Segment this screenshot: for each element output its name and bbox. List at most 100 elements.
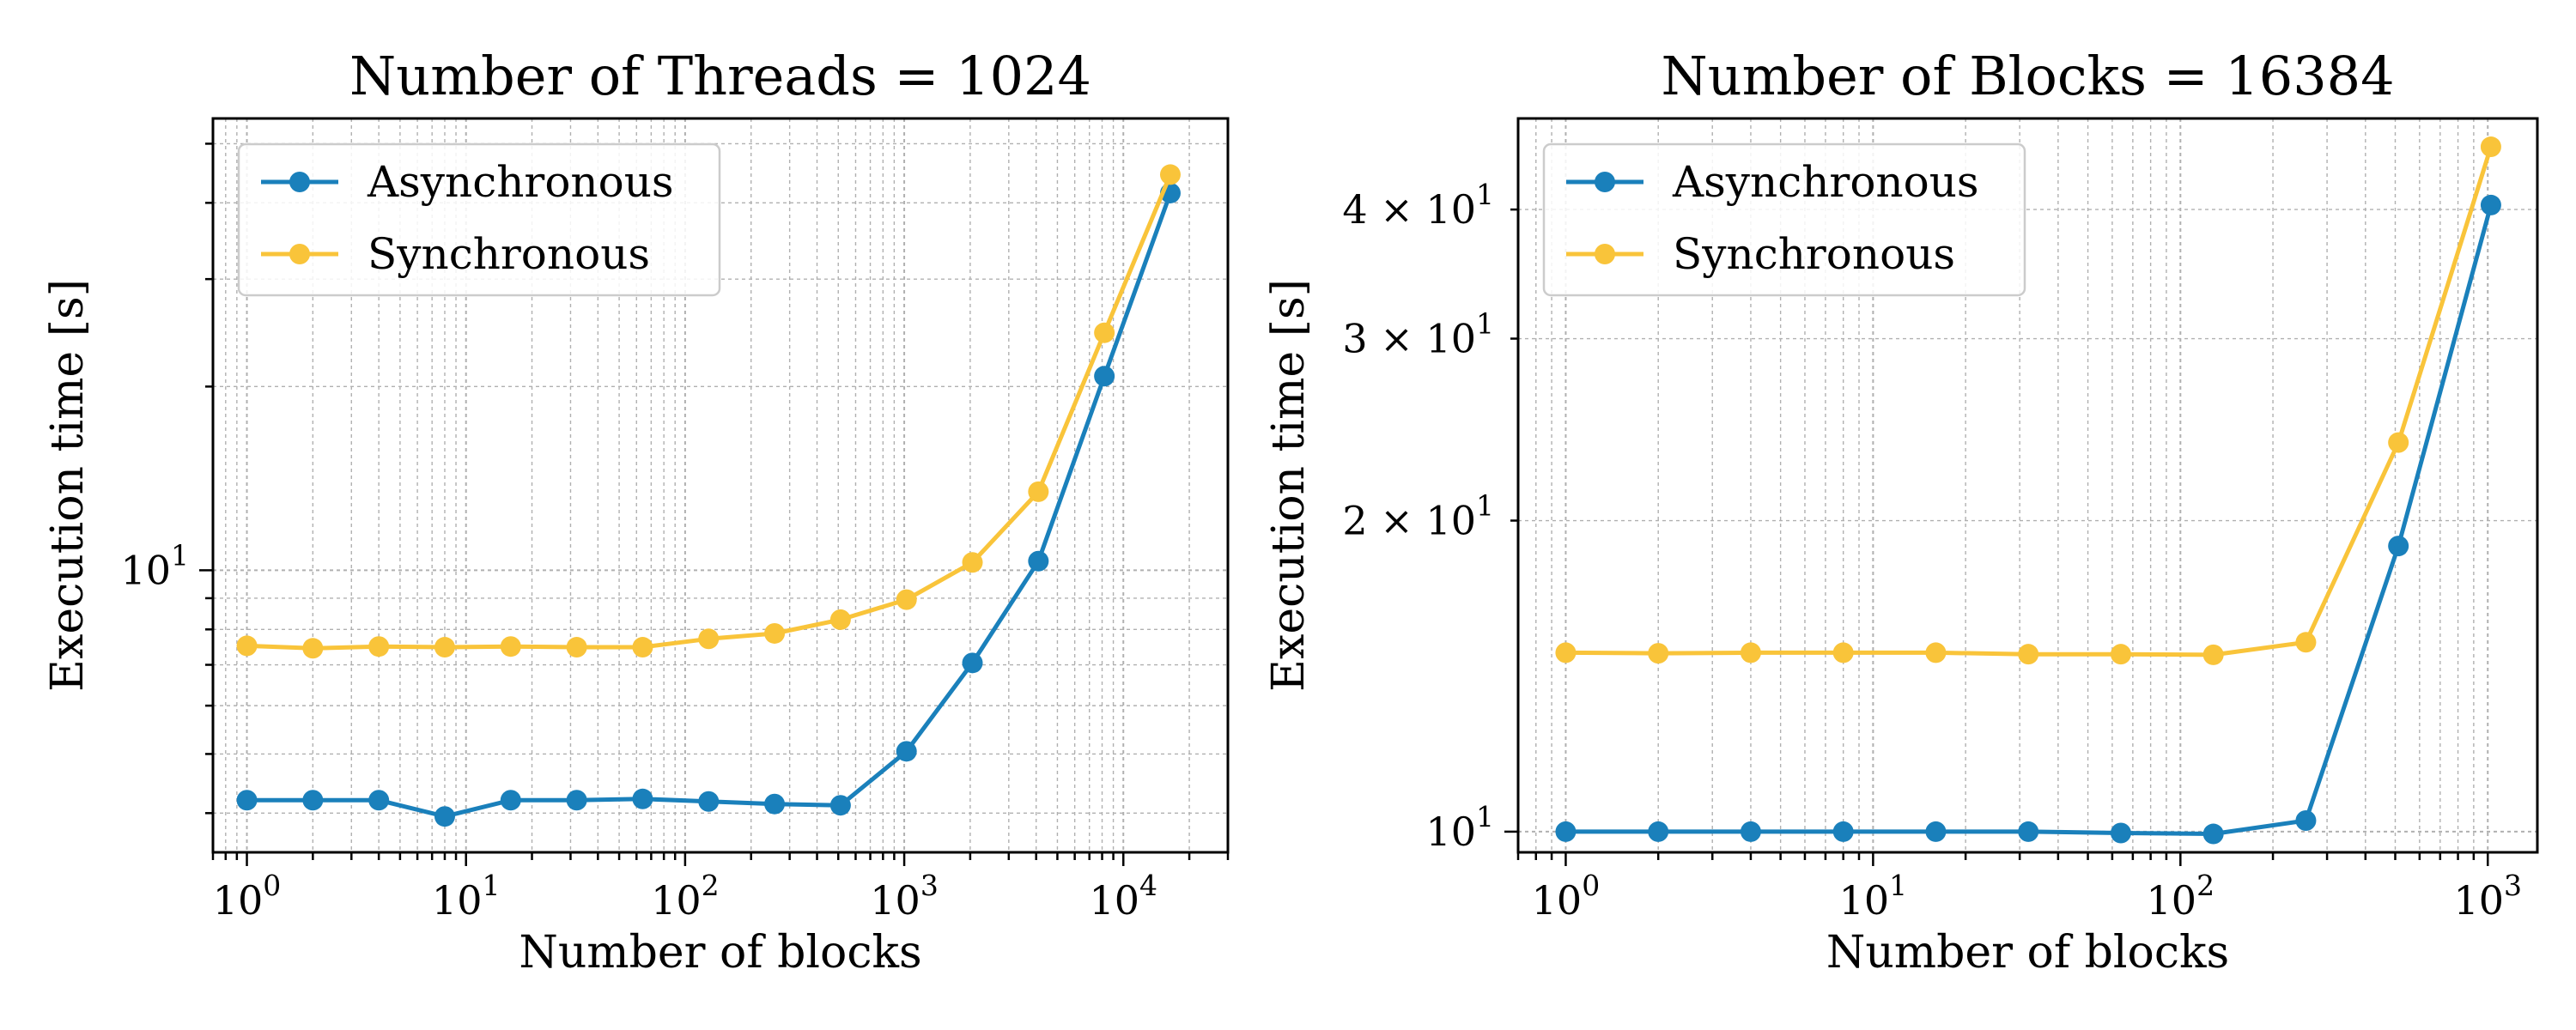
x-tick-exponent: 2 [702, 869, 720, 902]
x-tick-base: 10 [651, 877, 702, 924]
data-point [1648, 821, 1669, 842]
data-point [500, 790, 521, 811]
data-point [2295, 810, 2317, 832]
y-tick-coef: 2 × [1342, 498, 1425, 544]
x-tick-base: 10 [1532, 877, 1583, 924]
x-tick-base: 10 [432, 877, 483, 924]
x-tick-label: 101 [432, 869, 501, 924]
x-tick-exponent: 2 [2196, 869, 2215, 902]
legend-label: Asynchronous [1672, 157, 1979, 207]
x-tick-exponent: 3 [920, 869, 939, 902]
x-tick-exponent: 1 [482, 869, 500, 902]
data-point [1832, 642, 1854, 663]
data-point [2110, 644, 2131, 665]
data-point [2110, 822, 2131, 844]
legend-marker [289, 244, 310, 264]
x-tick-label: 103 [2453, 869, 2522, 924]
x-tick-label: 102 [2147, 869, 2215, 924]
data-point [1094, 366, 1115, 387]
y-axis-label: Execution time [s] [1263, 279, 1315, 692]
data-point [1555, 642, 1577, 663]
legend: Asynchronous Synchronous [237, 142, 721, 297]
data-point [764, 622, 786, 644]
y-tick-coef: 4 × [1342, 186, 1425, 233]
x-tick-exponent: 0 [263, 869, 281, 902]
series-synchronous [236, 164, 1181, 659]
data-point [632, 788, 653, 809]
data-point [236, 635, 258, 657]
x-tick-base: 10 [2453, 877, 2504, 924]
x-tick-base: 10 [1839, 877, 1890, 924]
data-point [2480, 136, 2501, 158]
data-point [2018, 821, 2039, 842]
legend-marker [289, 172, 310, 192]
data-point [1648, 643, 1669, 664]
data-point [500, 636, 521, 657]
y-tick-exponent: 1 [171, 538, 189, 572]
data-point [1740, 642, 1761, 663]
data-point [2388, 432, 2409, 453]
data-point [1740, 821, 1761, 842]
data-point [2202, 823, 2224, 845]
x-tick-label: 100 [213, 869, 282, 924]
data-point [896, 589, 917, 610]
data-point [1925, 821, 1947, 842]
series-asynchronous [1555, 194, 2501, 845]
y-axis-label: Execution time [s] [42, 279, 94, 692]
x-tick-base: 10 [213, 877, 264, 924]
legend: Asynchronous Synchronous [1542, 142, 2026, 297]
data-point [1925, 642, 1947, 663]
data-point [698, 628, 720, 650]
y-tick-exponent: 1 [1476, 489, 1494, 523]
y-tick-base: 10 [1425, 809, 1476, 855]
data-point [698, 791, 720, 812]
y-tick-label: 2 × 101 [1342, 489, 1494, 544]
legend-box [1542, 142, 2026, 297]
x-tick-base: 10 [1089, 877, 1139, 924]
chart-title: Number of Blocks = 16384 [1661, 45, 2394, 107]
data-point [434, 806, 455, 827]
data-point [829, 609, 851, 630]
data-point [1028, 481, 1049, 502]
series-synchronous [1555, 136, 2501, 665]
x-tick-label: 104 [1089, 869, 1157, 924]
x-tick-label: 101 [1839, 869, 1908, 924]
y-tick-label: 101 [1425, 800, 1494, 855]
data-point [302, 638, 324, 659]
legend-label: Asynchronous [367, 157, 674, 207]
x-axis-label: Number of blocks [519, 927, 921, 978]
data-point [368, 790, 390, 811]
x-tick-base: 10 [870, 877, 920, 924]
x-tick-exponent: 1 [1889, 869, 1907, 902]
chart-panel-1: 100 101 102 103 104101AsynchronousSynchronou… [42, 45, 1230, 978]
legend-marker [1595, 172, 1615, 192]
data-point [764, 793, 786, 815]
data-point [2295, 632, 2317, 653]
data-point [2480, 194, 2501, 215]
data-point [2202, 644, 2224, 665]
y-tick-exponent: 1 [1476, 307, 1494, 341]
axes-frame [211, 117, 1230, 854]
chart-title: Number of Threads = 1024 [349, 45, 1091, 107]
x-tick-exponent: 3 [2504, 869, 2522, 902]
legend-box [237, 142, 721, 297]
data-point [302, 790, 324, 811]
y-tick-base: 10 [1425, 186, 1476, 233]
data-point [236, 790, 258, 811]
x-tick-exponent: 0 [1582, 869, 1600, 902]
y-tick-base: 10 [1425, 498, 1476, 544]
data-point [829, 795, 851, 816]
x-tick-label: 100 [1532, 869, 1601, 924]
y-tick-base: 10 [120, 547, 171, 593]
data-point [434, 637, 455, 658]
data-point [896, 741, 917, 762]
y-tick-coef: 3 × [1342, 316, 1425, 362]
x-axis-label: Number of blocks [1826, 927, 2229, 978]
data-point [962, 652, 983, 674]
grid-lines [212, 118, 1229, 852]
axes-frame [1516, 117, 2539, 854]
y-tick-label: 4 × 101 [1342, 178, 1494, 233]
data-point [1159, 164, 1181, 185]
